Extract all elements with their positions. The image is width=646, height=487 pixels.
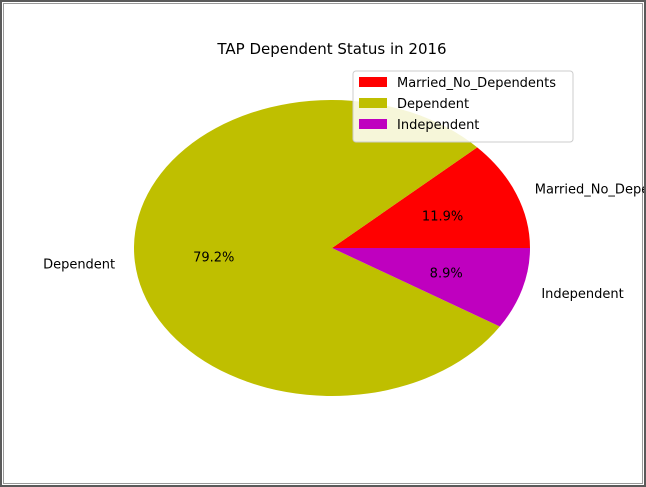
- chart-title: TAP Dependent Status in 2016: [216, 40, 446, 58]
- percent-label-dependent: 79.2%: [193, 250, 234, 265]
- pie-slice-dependent: [133, 100, 500, 397]
- slice-label-dependent: Dependent: [43, 257, 115, 272]
- pie-slice-independent: [332, 248, 530, 327]
- legend-swatch-independent: [359, 119, 387, 129]
- legend-box: [352, 70, 574, 143]
- percent-labels: 11.9% 79.2% 8.9%: [193, 210, 463, 282]
- legend-swatch-married-no-dependents: [359, 77, 387, 87]
- legend-swatch-dependent: [359, 98, 387, 108]
- slice-label-independent: Independent: [541, 287, 623, 302]
- percent-label-married-no-dependents: 11.9%: [422, 210, 463, 225]
- pie-slices: [133, 100, 530, 397]
- percent-label-independent: 8.9%: [430, 267, 463, 282]
- legend: Married_No_Dependents Dependent Independen…: [352, 70, 574, 143]
- pie-slice-married-no-dependents: [332, 147, 530, 248]
- legend-label-dependent: Dependent: [397, 97, 469, 112]
- legend-label-independent: Independent: [397, 118, 479, 133]
- slice-label-married-no-dependents: Married_No_Dependents: [535, 183, 646, 198]
- slice-labels: Married_No_Dependents Dependent Independen…: [43, 183, 646, 302]
- legend-label-married-no-dependents: Married_No_Dependents: [397, 76, 556, 91]
